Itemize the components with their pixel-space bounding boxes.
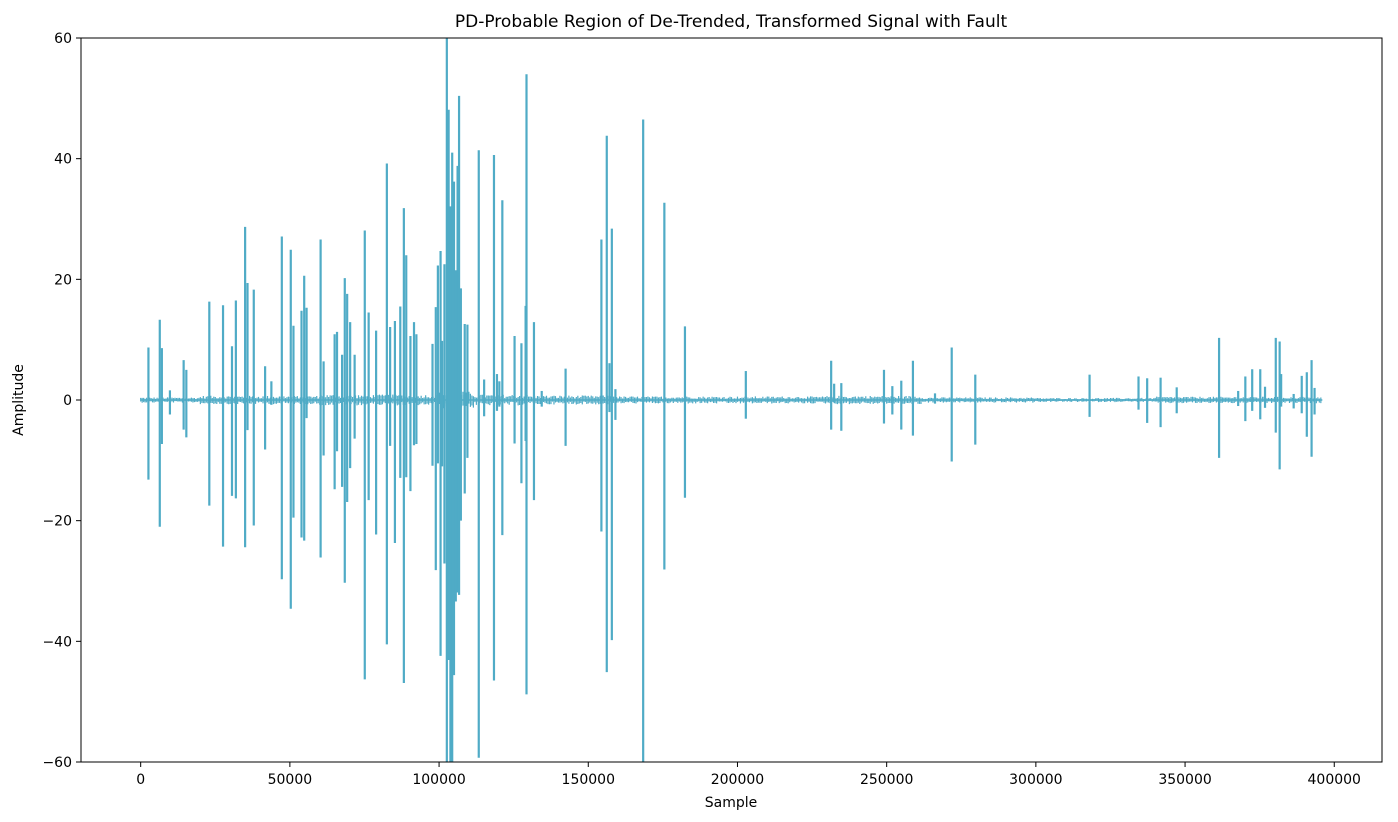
- chart-title: PD-Probable Region of De-Trended, Transf…: [455, 12, 1008, 32]
- x-tick-label: 200000: [711, 772, 764, 788]
- y-tick-label: −60: [42, 755, 72, 771]
- y-axis: −60 −40 −20 0 20 40 60: [42, 31, 81, 771]
- x-tick-label: 350000: [1158, 772, 1211, 788]
- y-tick-label: 40: [54, 152, 72, 168]
- y-tick-label: 20: [54, 272, 72, 288]
- x-tick-label: 0: [136, 772, 145, 788]
- y-tick-label: −20: [42, 514, 72, 530]
- x-tick-label: 100000: [412, 772, 465, 788]
- x-tick-label: 150000: [562, 772, 615, 788]
- x-tick-label: 50000: [268, 772, 313, 788]
- signal-noise-segment: [826, 395, 922, 405]
- x-axis-label: Sample: [705, 795, 758, 811]
- y-axis-label: Amplitude: [11, 364, 27, 436]
- x-tick-label: 250000: [860, 772, 913, 788]
- y-tick-label: 0: [63, 393, 72, 409]
- x-tick-label: 400000: [1308, 772, 1361, 788]
- y-tick-label: 60: [54, 31, 72, 47]
- plot-area: [140, 38, 1323, 762]
- y-tick-label: −40: [42, 634, 72, 650]
- x-axis: 0 50000 100000 150000 200000 250000 300000 3500…: [136, 762, 1361, 788]
- x-tick-label: 300000: [1009, 772, 1062, 788]
- signal-noise-segment: [1035, 397, 1155, 403]
